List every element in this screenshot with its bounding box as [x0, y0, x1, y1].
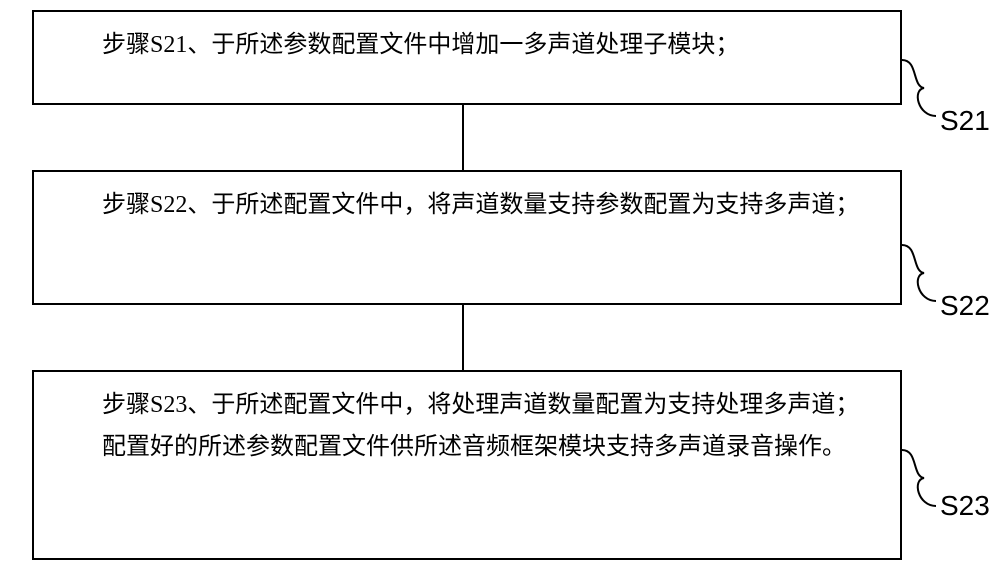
bracket-s23: [902, 448, 942, 508]
step-box-s22: 步骤S22、于所述配置文件中，将声道数量支持参数配置为支持多声道；: [32, 170, 902, 305]
flowchart-container: 步骤S21、于所述参数配置文件中增加一多声道处理子模块； S21 步骤S22、于…: [0, 0, 1000, 570]
connector-2: [462, 305, 464, 370]
connector-1: [462, 105, 464, 170]
step-box-s23: 步骤S23、于所述配置文件中，将处理声道数量配置为支持处理多声道； 配置好的所述…: [32, 370, 902, 560]
step-label-s22: S22: [940, 290, 990, 322]
step-text-s21: 步骤S21、于所述参数配置文件中增加一多声道处理子模块；: [54, 24, 880, 66]
bracket-s21: [902, 58, 942, 118]
step-text-s22: 步骤S22、于所述配置文件中，将声道数量支持参数配置为支持多声道；: [54, 184, 880, 226]
step-label-s23: S23: [940, 490, 990, 522]
step-label-s21: S21: [940, 105, 990, 137]
step-text-s23-line2: 配置好的所述参数配置文件供所述音频框架模块支持多声道录音操作。: [54, 426, 880, 468]
step-text-s23-line1: 步骤S23、于所述配置文件中，将处理声道数量配置为支持处理多声道；: [54, 384, 880, 426]
bracket-s22: [902, 243, 942, 303]
step-box-s21: 步骤S21、于所述参数配置文件中增加一多声道处理子模块；: [32, 10, 902, 105]
